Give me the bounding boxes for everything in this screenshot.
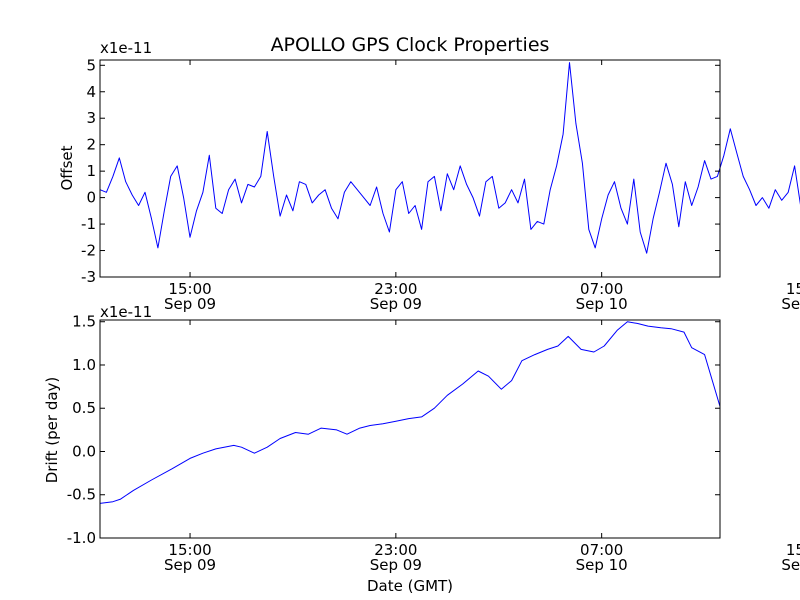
offset-y-tick-label: -3	[81, 268, 96, 286]
drift-y-tick-label: 0.0	[72, 442, 96, 460]
drift-axes-frame	[99, 319, 721, 539]
drift-series-line	[99, 321, 721, 504]
offset-y-tick-label: 2	[86, 136, 96, 154]
offset-y-tick-label: 3	[86, 109, 96, 127]
offset-axes-frame	[99, 59, 721, 278]
drift-x-tick-date-label: Sep 09	[370, 556, 422, 574]
offset-series-group	[99, 62, 800, 254]
drift-x-tick-date-label: Sep 10	[576, 556, 628, 574]
drift-y-tick-label: 1.0	[72, 356, 96, 374]
offset-y-tick-label: 1	[86, 162, 96, 180]
offset-y-tick-label: -1	[81, 215, 96, 233]
offset-y-tick-label: 5	[86, 56, 96, 74]
offset-y-axis-label: Offset	[58, 145, 76, 190]
drift-x-tick-time-label: 23:00	[374, 541, 417, 559]
drift-x-tick-date-label: Sep 10	[781, 556, 800, 574]
offset-y-tick-label: 0	[86, 189, 96, 207]
drift-y-axis-label: Drift (per day)	[43, 377, 61, 484]
offset-x-tick-date-label: Sep 09	[164, 295, 216, 313]
drift-y-tick-label: 1.5	[72, 313, 96, 331]
offset-x-tick-time-label: 15:00	[168, 280, 211, 298]
drift-y-tick-label: -1.0	[67, 529, 96, 547]
offset-y-multiplier: x1e-11	[100, 39, 152, 57]
offset-x-tick-time-label: 15:00	[786, 280, 800, 298]
drift-y-tick-label: 0.5	[72, 399, 96, 417]
drift-series-group	[99, 321, 721, 504]
offset-series-line	[99, 62, 800, 254]
offset-x-tick-time-label: 23:00	[374, 280, 417, 298]
drift-y-tick-label: -0.5	[67, 486, 96, 504]
offset-x-tick-date-label: Sep 10	[576, 295, 628, 313]
offset-x-tick-date-label: Sep 10	[781, 295, 800, 313]
drift-x-tick-time-label: 07:00	[580, 541, 623, 559]
offset-x-tick-time-label: 07:00	[580, 280, 623, 298]
offset-x-tick-date-label: Sep 09	[370, 295, 422, 313]
chart-title: APOLLO GPS Clock Properties	[271, 34, 550, 56]
drift-x-tick-time-label: 15:00	[168, 541, 211, 559]
drift-y-multiplier: x1e-11	[100, 303, 152, 321]
x-axis-label: Date (GMT)	[367, 577, 453, 595]
drift-x-tick-time-label: 15:00	[786, 541, 800, 559]
offset-y-tick-label: 4	[86, 83, 96, 101]
offset-y-tick-label: -2	[81, 242, 96, 260]
drift-x-tick-date-label: Sep 09	[164, 556, 216, 574]
